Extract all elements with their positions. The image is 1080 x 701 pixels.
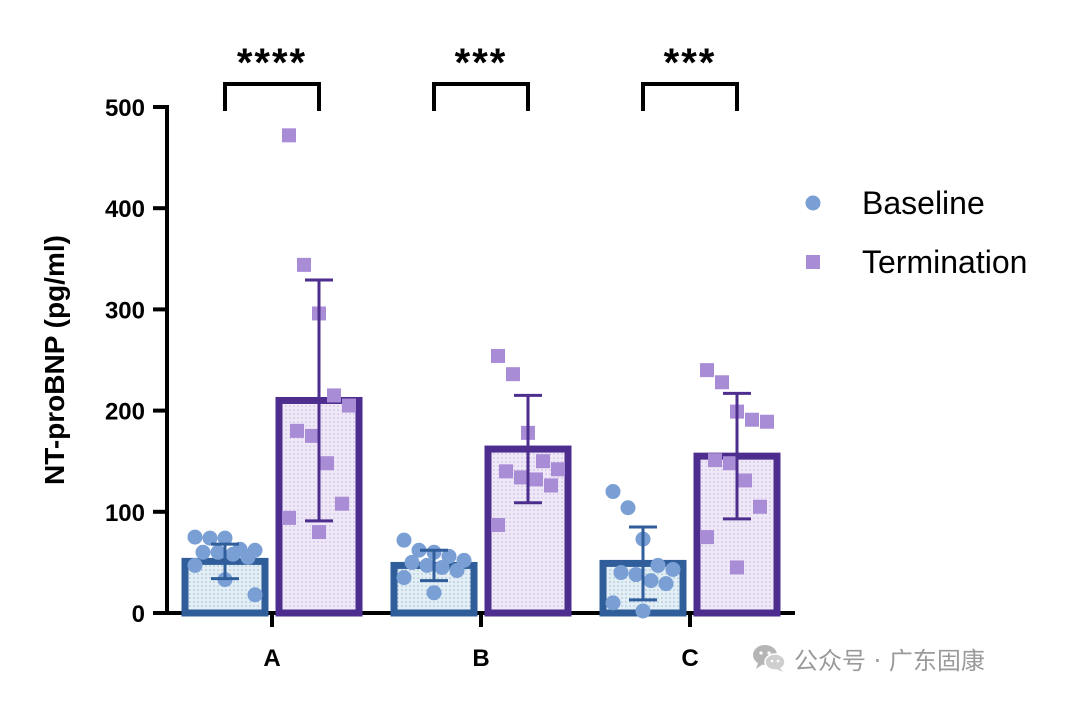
significance-label: **** [237, 41, 307, 85]
data-point [605, 595, 621, 611]
data-point [297, 257, 311, 272]
data-point [665, 561, 681, 577]
data-point [643, 573, 659, 589]
data-point [305, 428, 319, 443]
data-point [312, 525, 326, 540]
data-point [320, 456, 334, 471]
significance-bracket [223, 82, 321, 111]
data-point [635, 603, 651, 619]
data-point [187, 557, 203, 573]
x-tick-label: C [681, 645, 698, 672]
data-point [411, 542, 427, 558]
data-point [225, 546, 241, 562]
data-point [753, 499, 767, 514]
wechat-icon [753, 645, 786, 672]
data-point [658, 576, 674, 592]
data-point [536, 454, 550, 469]
significance-bracket [641, 82, 739, 111]
data-point [723, 456, 737, 471]
data-point [217, 530, 233, 546]
data-point [290, 423, 304, 438]
data-point [187, 529, 203, 545]
legend-marker-baseline [805, 195, 821, 211]
x-tick-label: A [263, 645, 280, 672]
data-point [613, 565, 629, 581]
data-point [760, 414, 774, 429]
legend: Baseline Termination [805, 185, 1027, 280]
data-point [202, 530, 218, 546]
data-point [195, 544, 211, 560]
significance-label: *** [664, 41, 717, 85]
data-point [551, 462, 565, 477]
watermark-text: 公众号 · 广东固康 [794, 646, 985, 675]
data-point [396, 532, 412, 548]
data-point [730, 560, 744, 575]
data-point [342, 398, 356, 413]
data-point [529, 472, 543, 487]
data-point [700, 363, 714, 378]
data-point [327, 388, 341, 403]
data-point [499, 464, 513, 479]
axes: 0 100 200 300 400 500 NT-proBNP (pg/ml) A B C [39, 95, 795, 672]
y-tick-label: 100 [105, 500, 145, 527]
data-point [745, 412, 759, 427]
significance-bracket [432, 82, 530, 111]
data-point [650, 557, 666, 573]
data-point [441, 548, 457, 564]
data-point [282, 510, 296, 525]
data-point [282, 128, 296, 143]
data-point [491, 517, 505, 532]
y-tick-label: 500 [105, 95, 145, 122]
data-point [620, 500, 636, 516]
data-point [247, 587, 263, 603]
y-axis-title: NT-proBNP (pg/ml) [39, 235, 70, 485]
legend-label-termination: Termination [862, 244, 1027, 280]
x-tick-label: B [472, 645, 489, 672]
data-point [491, 348, 505, 363]
bars [181, 396, 781, 617]
data-point [419, 557, 435, 573]
y-tick-label: 400 [105, 196, 145, 223]
data-points [187, 128, 774, 619]
data-point [738, 473, 752, 488]
data-point [396, 570, 412, 586]
y-tick-label: 0 [132, 601, 145, 628]
data-point [240, 549, 256, 565]
data-point [426, 585, 442, 601]
data-point [628, 567, 644, 583]
data-point [544, 478, 558, 493]
watermark: 公众号 · 广东固康 [752, 640, 985, 676]
error-bars [211, 278, 751, 602]
y-tick-label: 300 [105, 297, 145, 324]
data-point [404, 554, 420, 570]
data-point [506, 367, 520, 382]
legend-marker-termination [806, 255, 820, 269]
data-point [514, 470, 528, 485]
data-point [605, 484, 621, 500]
data-point [449, 562, 465, 578]
data-point [708, 453, 722, 468]
data-point [434, 559, 450, 575]
significance-label: *** [455, 41, 508, 85]
significance-brackets: **** *** *** [223, 41, 739, 111]
data-point [210, 544, 226, 560]
data-point [715, 375, 729, 390]
data-point [700, 530, 714, 545]
y-tick-label: 200 [105, 399, 145, 426]
data-point [335, 496, 349, 511]
legend-label-baseline: Baseline [862, 185, 985, 221]
